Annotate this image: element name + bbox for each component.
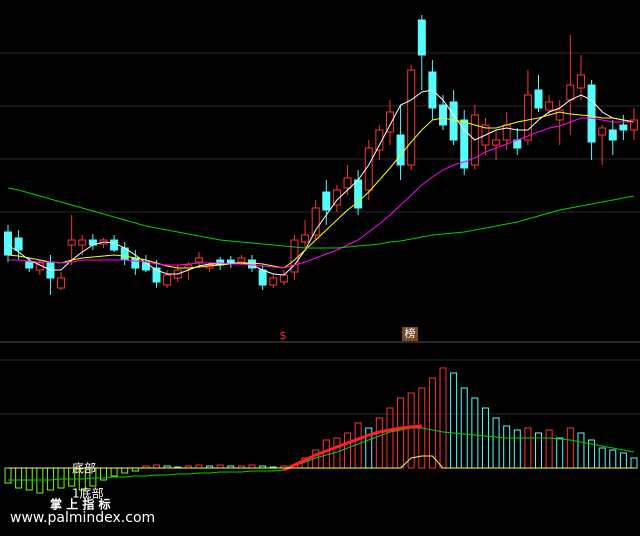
candle-body xyxy=(566,84,575,101)
histogram-bar xyxy=(386,407,394,469)
histogram-bar xyxy=(439,367,447,469)
histogram-bar xyxy=(110,467,118,477)
signal-label: $ xyxy=(280,329,287,342)
histogram-bar xyxy=(15,467,23,489)
candle-body xyxy=(237,257,246,263)
candle-body xyxy=(332,189,341,206)
ma-line xyxy=(8,427,635,481)
candle-body xyxy=(460,119,469,169)
candle-body xyxy=(407,69,416,166)
candle-body xyxy=(4,231,12,256)
candle-body xyxy=(608,129,617,141)
bottom-label: 底部 xyxy=(72,461,96,476)
candle-body xyxy=(78,239,87,246)
histogram-bar xyxy=(121,467,129,474)
histogram-bar xyxy=(566,427,574,469)
histogram-bar xyxy=(57,467,65,489)
histogram-bar xyxy=(397,397,405,469)
histogram-bar xyxy=(428,377,436,469)
candle-body xyxy=(269,277,278,286)
ma-line xyxy=(283,424,422,472)
candle-body xyxy=(364,147,373,191)
histogram-bar xyxy=(630,457,638,469)
url: www.palmindex.com xyxy=(10,510,155,526)
candle-body xyxy=(545,101,554,111)
histogram-bar xyxy=(460,387,468,469)
candle-body xyxy=(194,257,203,263)
candle-body xyxy=(311,207,320,236)
candle-body xyxy=(67,239,76,246)
candle-body xyxy=(555,109,564,121)
candle-body xyxy=(110,239,119,251)
histogram-bar xyxy=(4,467,12,484)
candle-body xyxy=(630,119,638,131)
candle-body xyxy=(14,237,23,251)
histogram-bar xyxy=(545,429,553,469)
histogram-bar xyxy=(598,447,606,469)
ma-line xyxy=(8,117,634,269)
histogram-bar xyxy=(524,427,532,469)
histogram-bar xyxy=(375,417,383,469)
candle-body xyxy=(343,177,352,189)
candle-body xyxy=(163,274,172,286)
candle-body xyxy=(131,257,140,269)
histogram-bar xyxy=(25,467,33,491)
candle-body xyxy=(375,129,384,151)
signal-badge xyxy=(402,327,418,341)
ma-line xyxy=(7,89,635,276)
candle-body xyxy=(258,269,267,286)
histogram-bar xyxy=(609,449,617,469)
candle-body xyxy=(322,191,331,211)
candle-body xyxy=(396,134,405,166)
histogram-bar xyxy=(344,432,352,469)
candle-body xyxy=(279,274,288,283)
ma-line xyxy=(8,455,634,469)
histogram-bar xyxy=(619,452,627,469)
candle-body xyxy=(57,277,66,289)
histogram-bar xyxy=(471,397,479,469)
candle-body xyxy=(534,89,543,109)
brand: 掌 上 指 标 xyxy=(50,497,111,512)
candle-body xyxy=(385,111,394,133)
histogram-bar xyxy=(492,417,500,469)
histogram-bar xyxy=(513,429,521,469)
ma-line xyxy=(7,111,635,269)
histogram-bar xyxy=(407,392,415,469)
candle-body xyxy=(523,94,532,141)
histogram-bar xyxy=(46,467,54,491)
candle-body xyxy=(417,19,426,56)
ma-line xyxy=(7,187,635,249)
candle-body xyxy=(449,101,458,141)
candle-body xyxy=(439,104,448,126)
signal-label: 榜 xyxy=(405,326,416,340)
candle-body xyxy=(576,74,585,89)
histogram-bar xyxy=(450,372,458,469)
bottom-label: 1底部 xyxy=(72,486,104,501)
candle-body xyxy=(492,139,501,146)
candle-body xyxy=(502,124,511,141)
candle-body xyxy=(301,234,310,243)
candle-body xyxy=(248,259,257,269)
candle-body xyxy=(152,267,161,283)
histogram-bar xyxy=(503,425,511,469)
candle-body xyxy=(587,84,596,143)
histogram-bar xyxy=(354,422,362,469)
histogram-bar xyxy=(481,407,489,469)
candle-body xyxy=(619,124,628,131)
candle-body xyxy=(598,127,607,136)
histogram-bar xyxy=(556,437,564,469)
histogram-bar xyxy=(577,432,585,469)
candle-body xyxy=(290,239,299,273)
candle-body xyxy=(25,261,34,269)
